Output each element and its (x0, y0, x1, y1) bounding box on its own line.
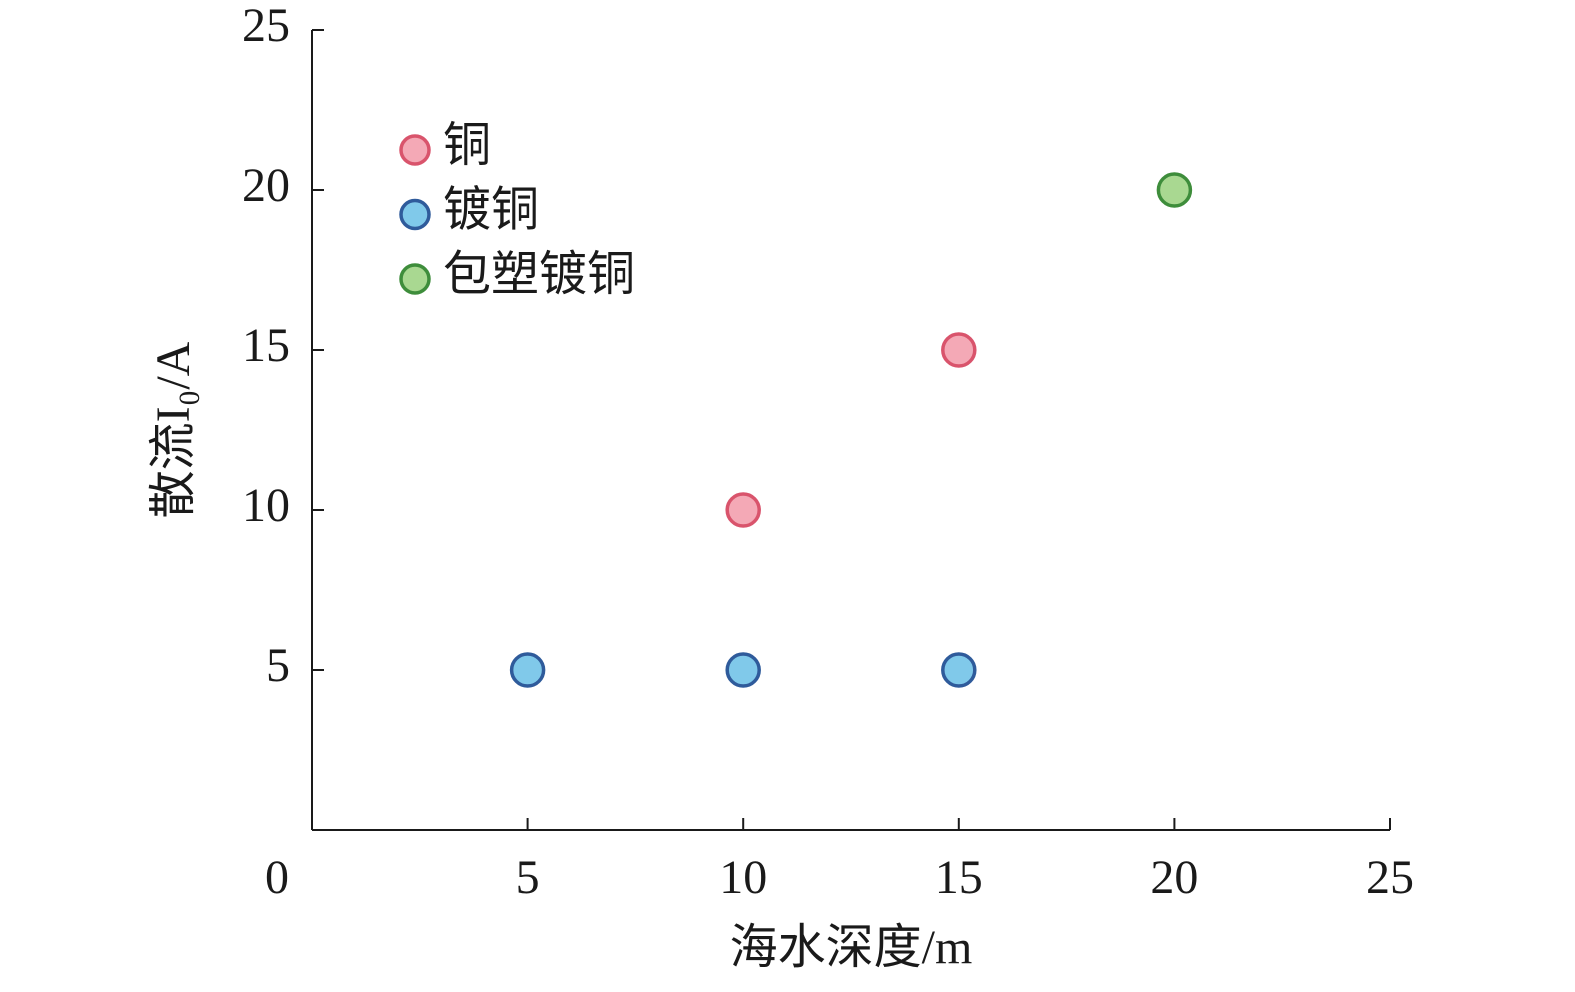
y-tick-label: 20 (242, 159, 290, 212)
point (1156, 172, 1193, 208)
legend-marker (399, 134, 431, 166)
x-tick-label: 25 (1366, 851, 1414, 904)
legend-label: 包塑镀铜 (443, 248, 635, 301)
legend-label: 镀铜 (443, 184, 539, 237)
point (725, 652, 761, 688)
x-tick-label: 0 (265, 851, 289, 904)
point (941, 332, 977, 368)
y-axis-label: 散流I₀/A (147, 341, 200, 518)
legend-marker (399, 198, 431, 231)
legend-marker (399, 263, 431, 295)
y-tick-label: 10 (242, 479, 290, 532)
x-tick-label: 15 (935, 851, 983, 904)
x-tick-label: 20 (1150, 851, 1198, 904)
x-tick-label: 5 (516, 851, 540, 904)
point (941, 652, 977, 688)
y-tick-label: 5 (266, 639, 290, 692)
y-tick-label: 15 (242, 319, 290, 372)
point (509, 652, 546, 688)
x-axis-label: 海水深度/m (730, 921, 973, 974)
point (725, 492, 761, 528)
legend-label: 铜 (443, 119, 491, 172)
y-tick-label: 25 (242, 0, 290, 52)
x-tick-label: 10 (719, 851, 767, 904)
